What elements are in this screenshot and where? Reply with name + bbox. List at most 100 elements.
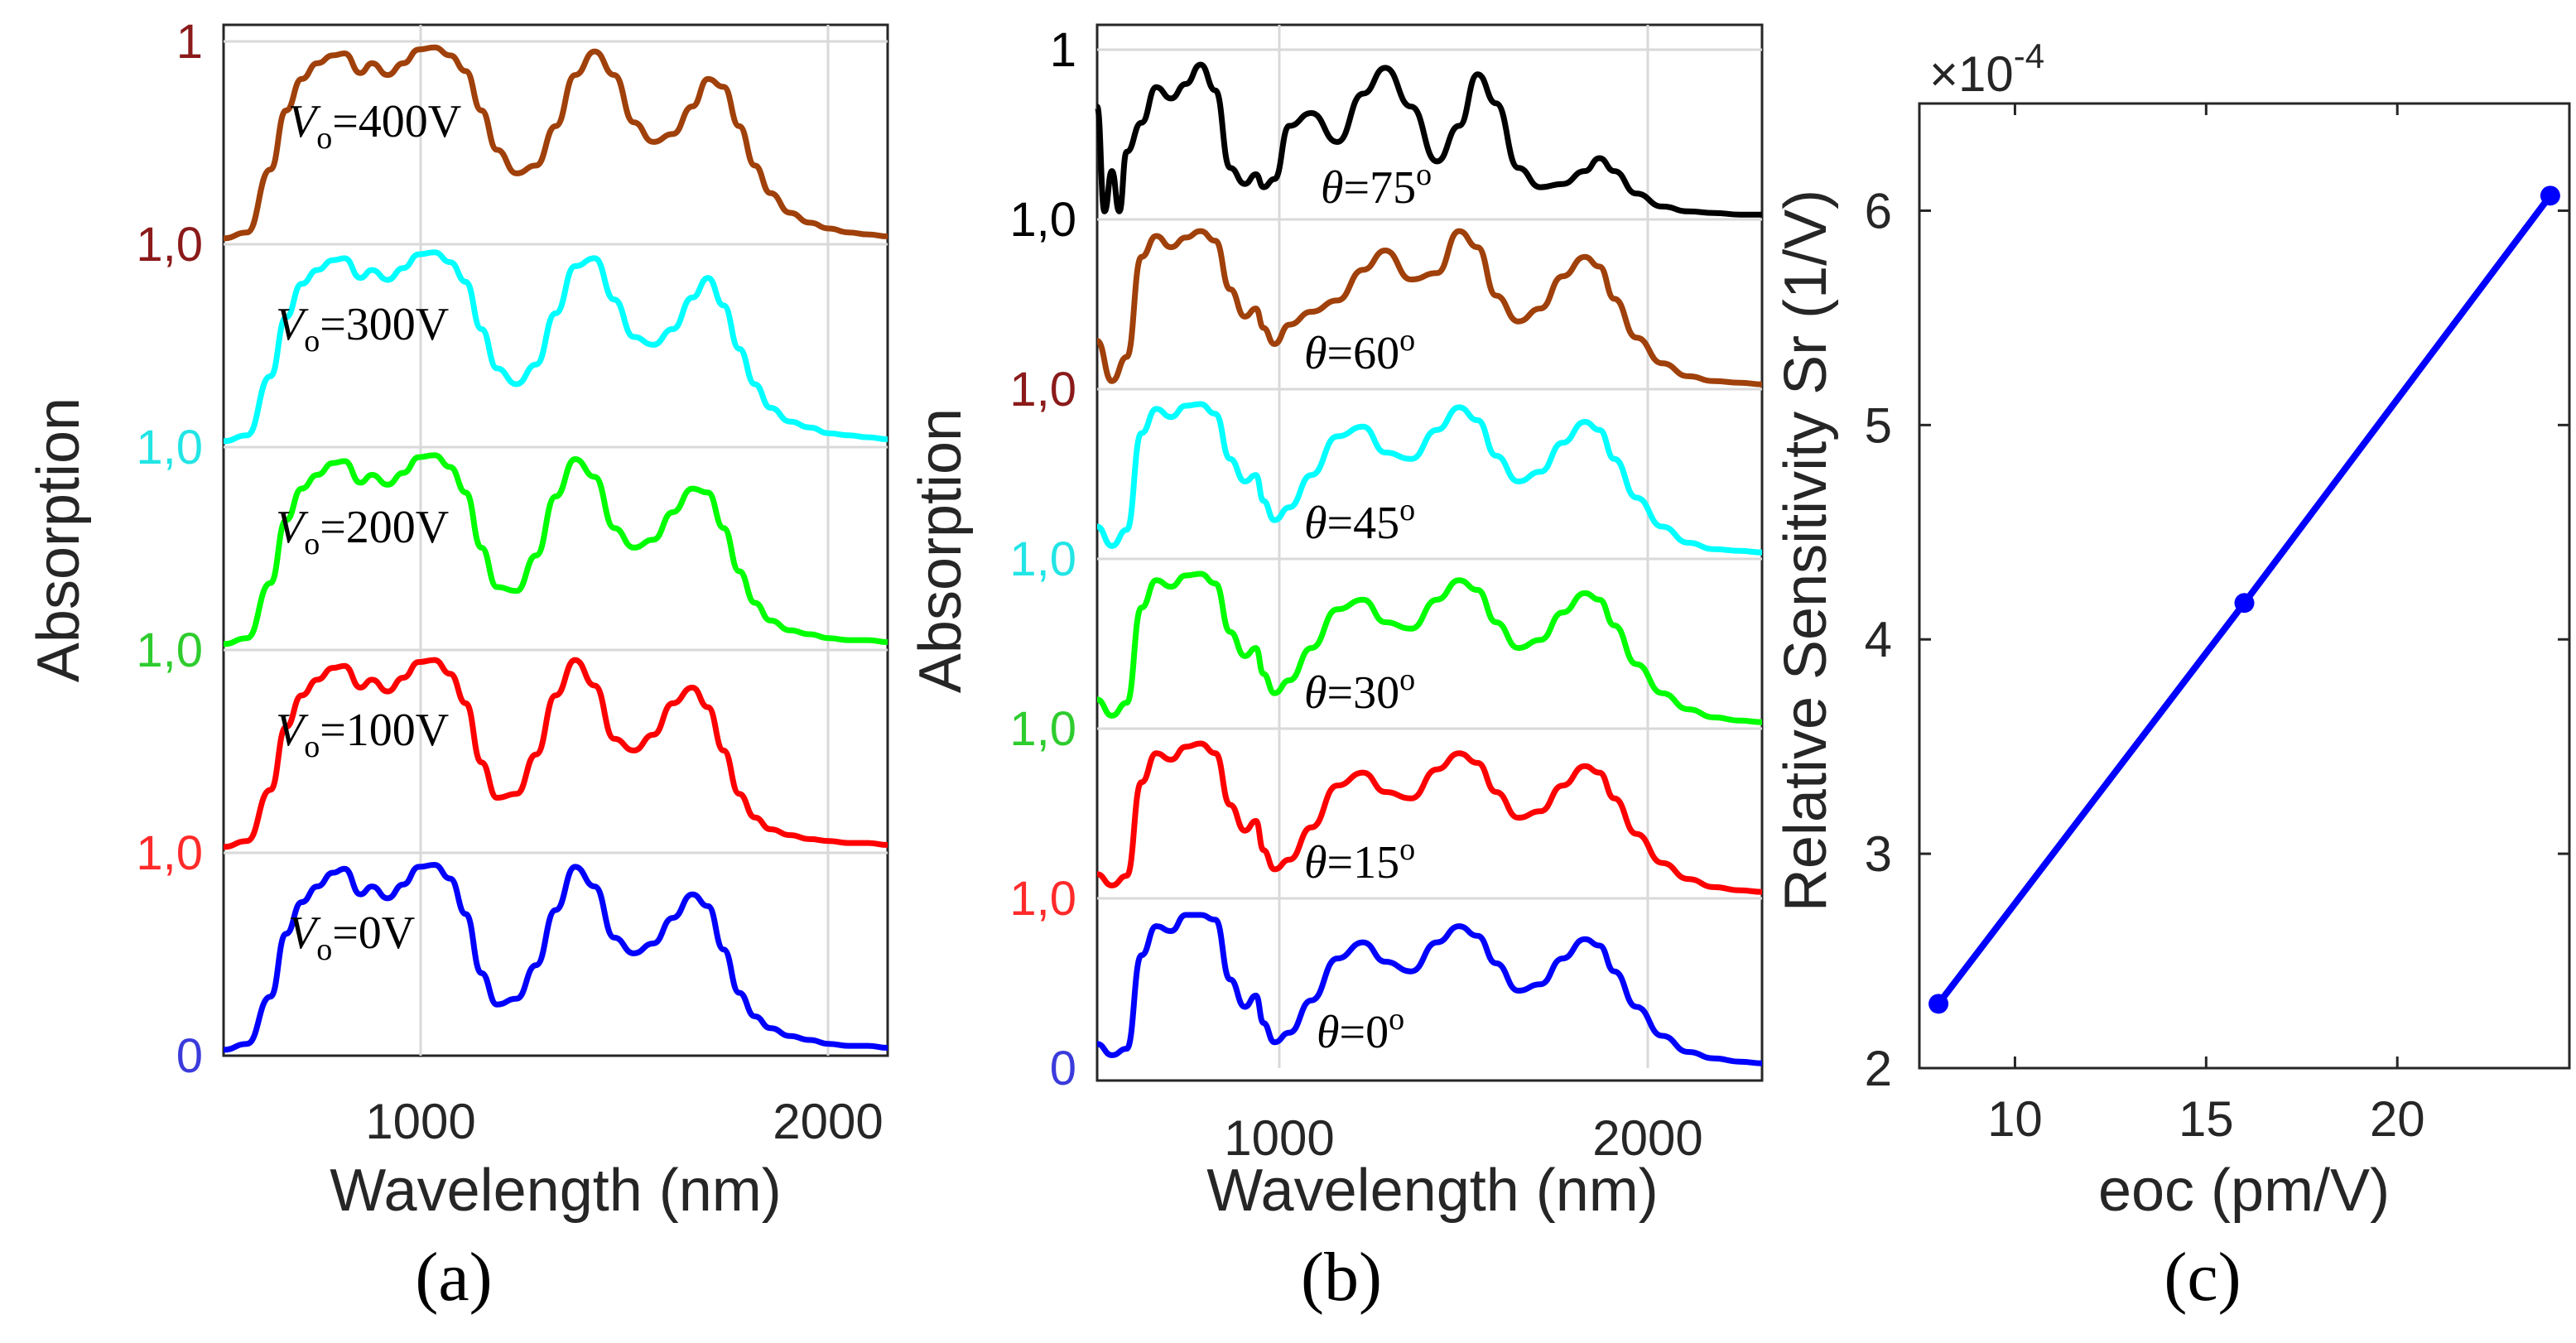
panel-b-xtick-2000: 2000 [1592, 1110, 1702, 1166]
panel-a-grid [224, 25, 888, 1056]
a-annotation-rest-3: =300V [320, 299, 449, 350]
b-ylabel-stack-0: 1,0 [1009, 872, 1076, 926]
a-annotation-rest-0: =0V [332, 907, 415, 959]
c-ytick-label-0: 2 [1865, 1041, 1892, 1096]
b-series-annotation-1: θ=15o [1304, 832, 1415, 888]
a-series-line-2 [223, 452, 888, 647]
b-annotation-var-0: θ [1317, 1007, 1340, 1058]
c-xtick-label-2: 20 [2370, 1091, 2425, 1147]
b-annotation-sup-1: o [1399, 832, 1415, 867]
c-ytick-label-4: 6 [1865, 183, 1892, 238]
a-series-annotation-3: Vo=300V [276, 299, 449, 359]
a-annotation-rest-2: =200V [320, 502, 449, 553]
a-ylabel-stack-0: 1,0 [136, 826, 203, 880]
b-series-line-1 [1096, 740, 1763, 895]
c-ytick-label-1: 3 [1865, 826, 1892, 882]
c-data-point-2 [2540, 185, 2560, 206]
b-annotation-var-4: θ [1304, 328, 1327, 379]
b-ylabel-top: 1 [1050, 23, 1076, 77]
a-series-line-0 [223, 862, 888, 1053]
a-ylabel-bottom: 0 [176, 1029, 203, 1083]
b-annotation-sup-2: o [1399, 662, 1415, 697]
b-ylabel-stack-1: 1,0 [1009, 702, 1076, 756]
a-annotation-var-1: V [276, 705, 309, 756]
panel-c-multiplier: ×10-4 [1929, 36, 2044, 102]
a-annotation-sub-2: o [304, 527, 320, 561]
panel-c-axes-box [1918, 102, 2571, 1070]
b-series-annotation-3: θ=45o [1304, 493, 1415, 549]
b-ylabel-stack-4: 1,0 [1009, 193, 1076, 247]
b-series-annotation-4: θ=60o [1304, 323, 1415, 379]
a-annotation-var-0: V [288, 907, 321, 959]
c-data-point-0 [1928, 994, 1949, 1014]
b-annotation-var-2: θ [1304, 667, 1327, 719]
b-annotation-var-5: θ [1321, 162, 1344, 214]
panel-a-xtick-1000: 1000 [365, 1094, 475, 1149]
b-annotation-rest-4: =60 [1327, 328, 1400, 379]
a-series-annotation-0: Vo=0V [288, 907, 415, 967]
c-xtick-label-1: 15 [2179, 1091, 2234, 1147]
panel-a-xtick-2000: 2000 [773, 1094, 883, 1149]
panel-b-xlabel: Wavelength (nm) [1206, 1158, 1659, 1224]
b-annotation-rest-1: =15 [1327, 837, 1400, 888]
b-series-line-2 [1096, 570, 1763, 725]
a-annotation-var-2: V [276, 502, 309, 553]
a-series-line-1 [223, 657, 888, 850]
b-series-annotation-0: θ=0o [1317, 1002, 1404, 1058]
b-series-annotation-2: θ=30o [1304, 662, 1415, 719]
panel-b-ylabel: Absorption [908, 408, 974, 693]
a-ylabel-stack-2: 1,0 [136, 421, 203, 474]
c-data-point-1 [2234, 593, 2255, 614]
a-annotation-rest-4: =400V [332, 96, 461, 147]
panel-a-stack-labels: 0 1,0 1,0 1,0 1,0 1 [136, 15, 203, 1083]
c-xtick-label-0: 10 [1987, 1091, 2043, 1147]
c-ytick-label-2: 4 [1865, 612, 1892, 667]
panel-c-ticks: 10 15 20 2 3 4 5 6 [1865, 103, 2569, 1147]
panel-c-xlabel: eoc (pm/V) [2098, 1158, 2390, 1224]
panel-c-ylabel: Relative Sensitivity Sr (1/V) [1773, 190, 1839, 912]
c-ytick-label-3: 5 [1865, 397, 1892, 453]
b-annotation-sup-4: o [1399, 323, 1415, 358]
b-series-line-4 [1095, 228, 1763, 387]
b-annotation-sup-0: o [1389, 1002, 1404, 1037]
b-annotation-sup-5: o [1416, 157, 1432, 192]
b-annotation-rest-3: =45 [1327, 498, 1400, 549]
a-annotation-var-3: V [276, 299, 309, 350]
panel-c-multiplier-exp: -4 [2014, 36, 2044, 75]
a-annotation-sub-4: o [316, 121, 332, 156]
panel-c-multiplier-base: ×10 [1929, 46, 2014, 102]
b-series-line-3 [1095, 401, 1763, 556]
b-annotation-rest-0: =0 [1340, 1007, 1389, 1058]
panel-c: 10 15 20 2 3 4 5 6 ×10-4 eoc (pm/V) Relative Se… [1773, 36, 2571, 1316]
a-series-line-4 [223, 44, 888, 242]
b-annotation-rest-5: =75 [1344, 162, 1417, 214]
b-ylabel-bottom: 0 [1050, 1042, 1076, 1095]
panel-b-caption: (b) [1301, 1239, 1382, 1316]
panel-b-series [1094, 61, 1763, 1066]
a-annotation-sub-0: o [316, 932, 332, 967]
panel-a-xlabel: Wavelength (nm) [330, 1158, 782, 1224]
a-series-annotation-2: Vo=200V [276, 502, 449, 561]
a-ylabel-top: 1 [176, 15, 203, 69]
b-annotation-rest-2: =30 [1327, 667, 1400, 719]
b-ylabel-stack-3: 1,0 [1009, 363, 1076, 416]
b-annotation-sup-3: o [1399, 493, 1415, 527]
panel-a-ylabel: Absorption [26, 397, 92, 682]
panel-b-grid [1097, 25, 1762, 1068]
b-annotation-var-1: θ [1304, 837, 1327, 888]
a-ylabel-stack-1: 1,0 [136, 623, 203, 677]
b-series-line-5 [1094, 61, 1762, 218]
panel-a-caption: (a) [415, 1239, 492, 1316]
a-annotation-sub-3: o [304, 324, 320, 359]
panel-c-series [1928, 185, 2560, 1014]
a-series-line-3 [223, 249, 888, 445]
a-annotation-var-4: V [288, 96, 321, 147]
a-annotation-rest-1: =100V [320, 705, 449, 756]
a-series-annotation-1: Vo=100V [276, 705, 449, 764]
a-ylabel-stack-3: 1,0 [136, 218, 203, 272]
